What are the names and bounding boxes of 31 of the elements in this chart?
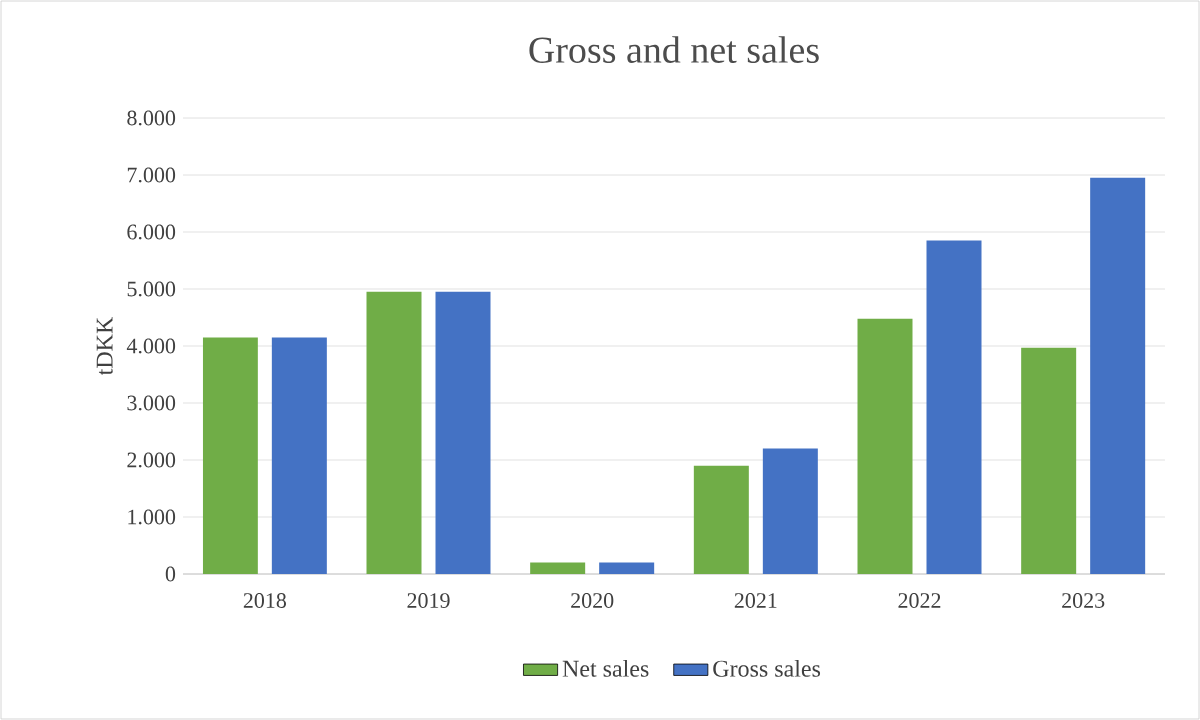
y-tick-label: 7.000	[127, 167, 176, 183]
y-tick-label: 6.000	[127, 224, 176, 240]
bar	[762, 448, 818, 574]
chart-title: Gross and net sales	[529, 36, 819, 63]
x-tick-label: 2022	[898, 593, 941, 608]
bar	[926, 240, 982, 574]
y-tick-label: 5.000	[127, 281, 176, 297]
legend-label: Net sales	[562, 659, 649, 677]
x-tick-label: 2019	[407, 593, 450, 608]
bar	[599, 562, 655, 574]
y-tick-label: 0	[165, 566, 176, 582]
bar	[271, 337, 327, 574]
bar	[857, 318, 913, 574]
bar	[1021, 347, 1077, 574]
bar	[202, 337, 258, 574]
bar	[435, 291, 491, 574]
x-tick-label: 2018	[243, 593, 286, 608]
bar	[693, 465, 749, 574]
y-tick-label: 3.000	[127, 395, 176, 411]
bar	[530, 562, 586, 574]
y-tick-label: 4.000	[126, 338, 176, 354]
y-tick-label: 2.000	[127, 452, 176, 468]
bar	[366, 291, 422, 574]
y-tick-label: 1.000	[128, 509, 176, 525]
bar	[1090, 177, 1146, 574]
x-tick-label: 2020	[571, 593, 614, 608]
legend-label: Gross sales	[713, 659, 821, 677]
y-axis-title: tDKK	[96, 316, 113, 376]
x-tick-label: 2023	[1062, 593, 1105, 608]
x-tick-label: 2021	[734, 593, 777, 608]
y-tick-label: 8.000	[127, 110, 176, 126]
